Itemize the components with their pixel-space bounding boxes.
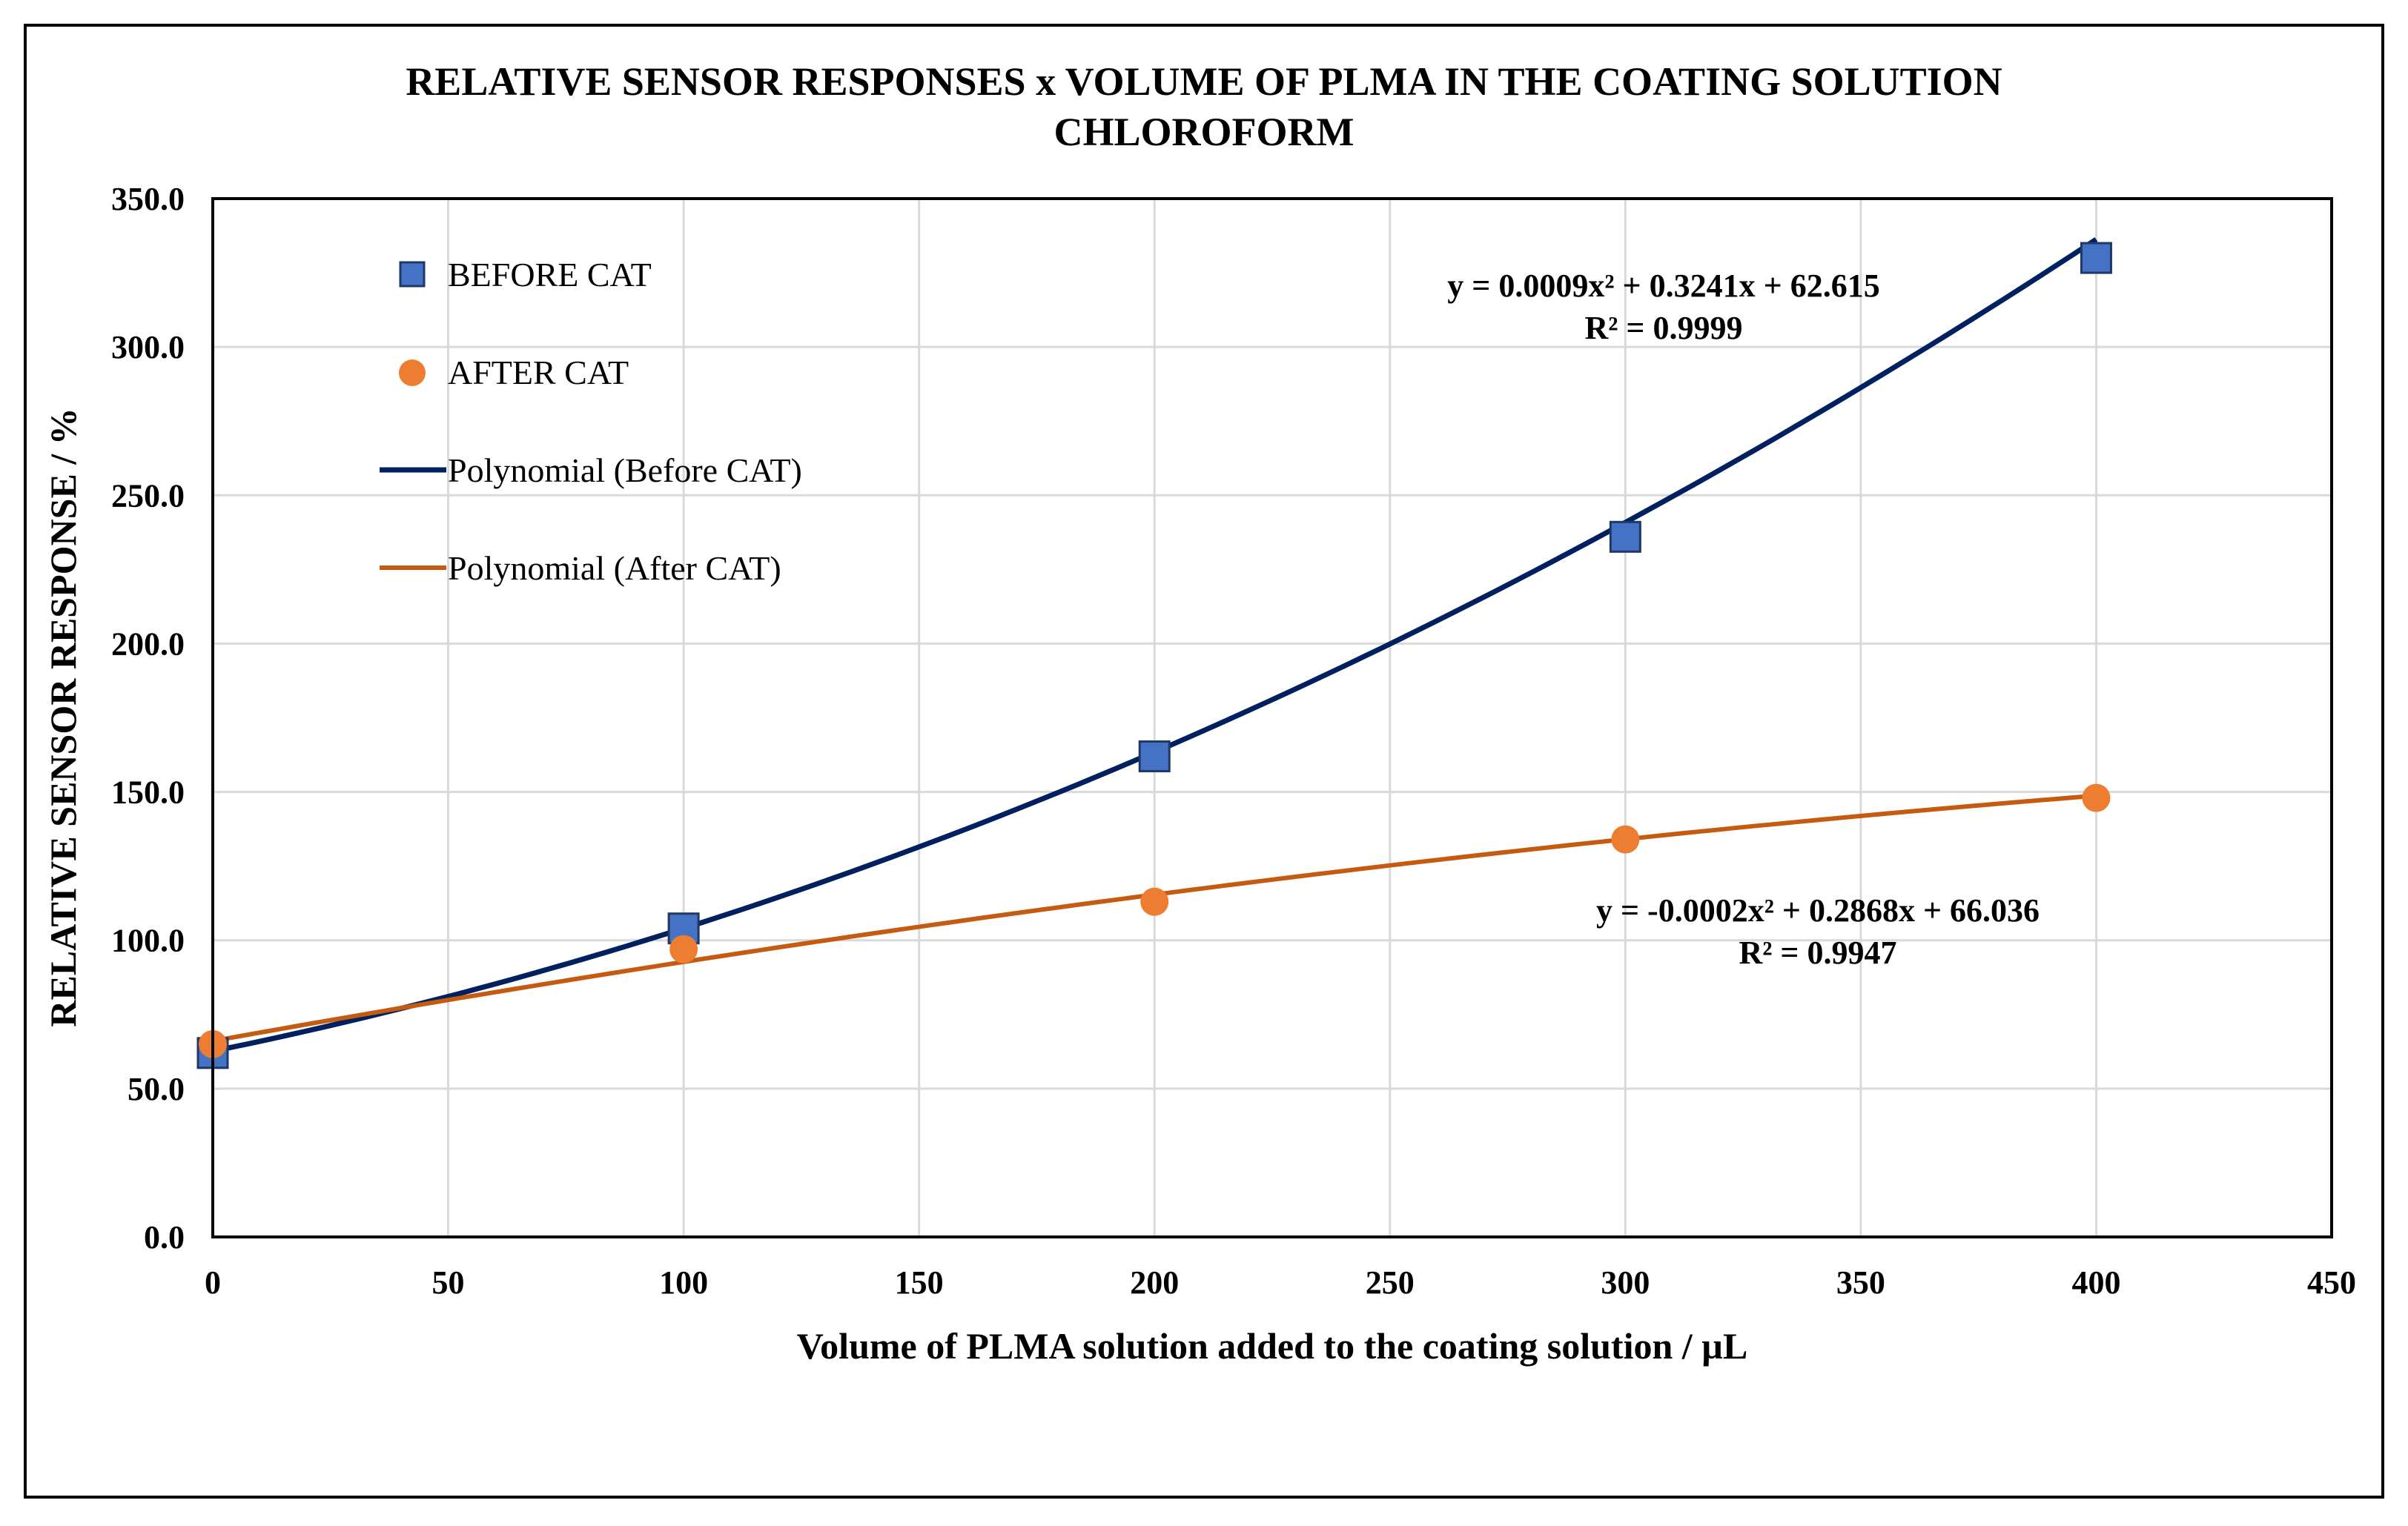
y-tick-label: 50.0	[128, 1071, 185, 1107]
equation-before-cat: y = 0.0009x² + 0.3241x + 62.615	[1447, 268, 1879, 304]
plot-area-border	[211, 197, 2333, 1238]
data-point-after-cat	[1140, 887, 1169, 916]
chart-title: RELATIVE SENSOR RESPONSES x VOLUME OF PL…	[406, 59, 2002, 104]
x-tick-label: 150	[895, 1264, 944, 1301]
legend-label-poly-before: Polynomial (Before CAT)	[448, 451, 802, 489]
x-tick-label: 400	[2071, 1264, 2120, 1301]
y-tick-label: 300.0	[111, 329, 185, 365]
legend-marker-before-cat	[399, 261, 426, 288]
x-tick-label: 200	[1130, 1264, 1179, 1301]
data-point-after-cat	[2082, 783, 2111, 812]
x-axis-label: Volume of PLMA solution added to the coa…	[797, 1325, 1748, 1367]
y-tick-label: 250.0	[111, 477, 185, 514]
legend-label-poly-after: Polynomial (After CAT)	[448, 549, 781, 587]
gridlines	[213, 199, 2332, 1237]
data-point-after-cat	[1611, 825, 1640, 854]
y-tick-label: 200.0	[111, 626, 185, 662]
y-tick-label: 350.0	[111, 181, 185, 217]
r-squared-before-cat: R² = 0.9999	[1584, 310, 1742, 346]
chart-subtitle: CHLOROFORM	[1054, 110, 1354, 154]
x-tick-label: 300	[1601, 1264, 1650, 1301]
y-tick-label: 150.0	[111, 774, 185, 811]
y-tick-label: 0.0	[144, 1219, 185, 1255]
legend-label-after-cat: AFTER CAT	[448, 354, 629, 391]
x-axis-ticks: 0 50 100 150 200 250 300 350 400 450	[205, 1264, 2356, 1301]
equation-after-cat: y = -0.0002x² + 0.2868x + 66.036	[1596, 892, 2040, 929]
legend-marker-after-cat	[399, 359, 426, 386]
y-axis-label: RELATIVE SENSOR RESPONSE / %	[42, 408, 84, 1026]
x-tick-label: 250	[1366, 1264, 1415, 1301]
x-tick-label: 100	[659, 1264, 708, 1301]
data-point-before-cat	[1609, 520, 1641, 553]
x-tick-label: 350	[1836, 1264, 1885, 1301]
legend: BEFORE CAT AFTER CAT Polynomial (Before …	[380, 256, 802, 587]
y-tick-label: 100.0	[111, 923, 185, 959]
data-point-before-cat	[2080, 242, 2112, 274]
legend-label-before-cat: BEFORE CAT	[448, 256, 652, 293]
y-axis-ticks: 0.0 50.0 100.0 150.0 200.0 250.0 300.0 350.0	[111, 181, 185, 1255]
x-tick-label: 50	[432, 1264, 465, 1301]
x-tick-label: 0	[205, 1264, 221, 1301]
x-tick-label: 450	[2307, 1264, 2356, 1301]
data-point-after-cat	[669, 935, 698, 963]
r-squared-after-cat: R² = 0.9947	[1739, 935, 1896, 971]
data-point-before-cat	[1138, 740, 1171, 773]
